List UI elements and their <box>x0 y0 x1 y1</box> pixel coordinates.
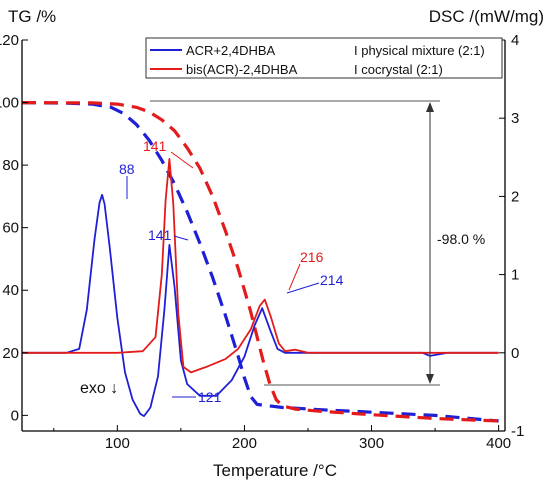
y-left-tick-label: 40 <box>2 282 19 299</box>
peak-141-red-leader <box>170 151 194 169</box>
y-left-tick-label: 20 <box>2 345 19 362</box>
peak-label-141-blue: 141 <box>148 227 172 243</box>
y-right-tick-label: 2 <box>511 188 519 205</box>
y-axis-right-title: DSC /(mW/mg) <box>429 7 544 26</box>
y-right-tick-label: -1 <box>511 423 524 440</box>
peak-label-141-red: 141 <box>143 138 167 154</box>
exo-direction-label: exo ↓ <box>80 380 118 397</box>
mass-loss-annotation: -98.0 % <box>150 100 485 386</box>
peak-214-leader <box>286 282 320 294</box>
y-right-tick-label: 0 <box>511 345 519 362</box>
legend-label-cocrystal: bis(ACR)-2,4DHBA <box>186 62 298 77</box>
legend-note-physical-mixture: I physical mixture (2:1) <box>354 43 485 58</box>
y-left-tick-label: 0 <box>11 407 19 424</box>
x-axis-title: Temperature /°C <box>213 461 337 480</box>
legend-label-physical-mixture: ACR+2,4DHBA <box>186 43 276 58</box>
series-tg-physical-mixture <box>21 101 499 423</box>
y-right-tick-label: 4 <box>511 32 519 49</box>
y-left-tick-label: 80 <box>2 157 19 174</box>
series-dsc-cocrystal <box>22 157 499 374</box>
series-tg-cocrystal <box>21 101 499 423</box>
peak-label-216: 216 <box>300 249 324 265</box>
peak-216-leader <box>288 263 301 291</box>
peak-141-blue-leader <box>173 235 189 241</box>
y-left-tick-label: 120 <box>0 32 19 49</box>
legend-note-cocrystal: I cocrystal (2:1) <box>354 62 443 77</box>
series-dsc-physical-mixture <box>22 193 499 418</box>
y-right-tick-label: 1 <box>511 267 519 284</box>
y-left-tick-label: 100 <box>0 95 19 112</box>
y-axis-left-title: TG /% <box>8 7 56 26</box>
peak-label-214: 214 <box>320 272 344 288</box>
x-tick-label: 200 <box>232 435 257 452</box>
y-left-tick-label: 60 <box>2 220 19 237</box>
legend-box <box>145 37 503 79</box>
peak-label-121: 121 <box>198 389 222 405</box>
arrow-head-down-icon <box>426 374 434 384</box>
x-tick-label: 400 <box>486 435 511 452</box>
x-tick-label: 100 <box>105 435 130 452</box>
x-tick-label: 300 <box>359 435 384 452</box>
mass-loss-label: -98.0 % <box>437 231 485 247</box>
x-axis-title-text: Temperature /°C <box>213 461 337 480</box>
arrow-head-up-icon <box>426 102 434 112</box>
legend: ACR+2,4DHBA I physical mixture (2:1) bis… <box>145 37 503 79</box>
peak-label-88: 88 <box>119 161 135 177</box>
y-right-tick-label: 3 <box>511 110 519 127</box>
peak-labels: 88 141 121 214 141 216 <box>119 138 344 405</box>
